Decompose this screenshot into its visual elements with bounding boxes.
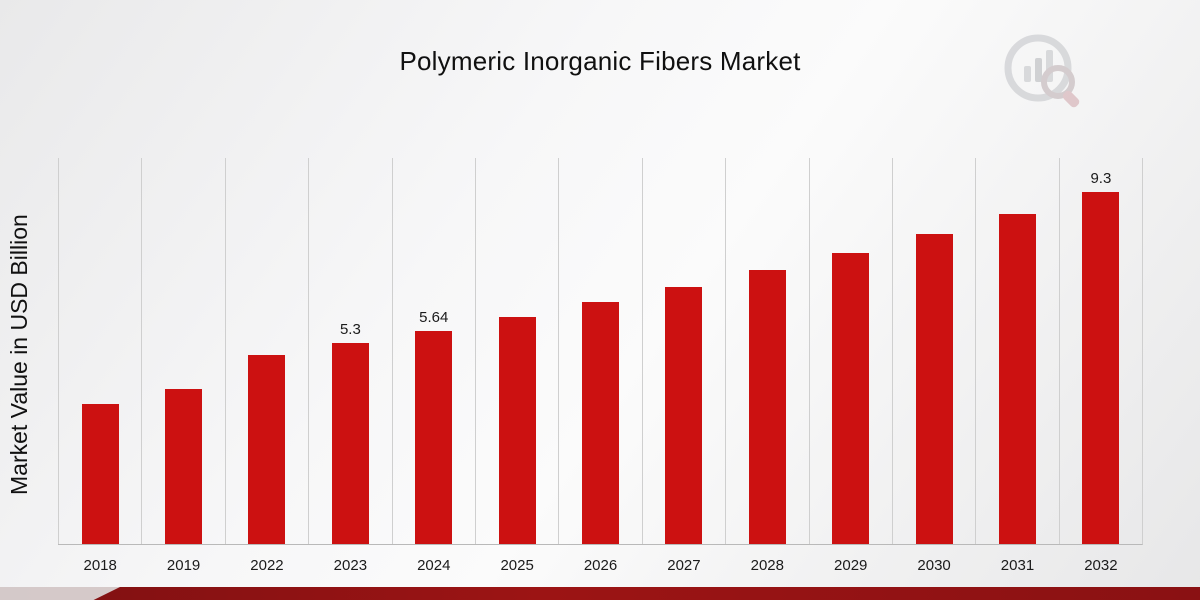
bar-value-label: 9.3 — [1090, 170, 1112, 188]
x-tick-label: 2032 — [1084, 557, 1118, 574]
bar-2030 — [915, 234, 953, 544]
footer-accent-strip — [0, 587, 1200, 600]
grid-column-2027: 2027 — [641, 158, 725, 574]
bar-2025 — [498, 316, 536, 544]
bar-2019 — [165, 388, 203, 544]
grid-column-2025: 2025 — [474, 158, 558, 574]
grid-column-2029: 2029 — [808, 158, 892, 574]
bar-value-label: 5.64 — [419, 308, 449, 326]
y-axis-label: Market Value in USD Billion — [6, 214, 32, 496]
x-tick-label: 2028 — [750, 557, 784, 574]
x-tick-label: 2025 — [500, 557, 534, 574]
grid-column-2024: 5.64 2024 — [391, 158, 475, 574]
x-tick-label: 2022 — [250, 557, 284, 574]
grid-column-2030: 2030 — [891, 158, 975, 574]
bar-value-label: 5.3 — [339, 321, 361, 339]
x-tick-label: 2029 — [834, 557, 868, 574]
bar-2029 — [832, 252, 870, 544]
x-tick-label: 2024 — [417, 557, 451, 574]
x-tick-label: 2030 — [917, 557, 951, 574]
x-tick-label: 2018 — [83, 557, 117, 574]
x-tick-label: 2026 — [583, 557, 618, 574]
grid-column-2018: 2018 — [58, 158, 141, 574]
bar-2032 — [1082, 192, 1120, 544]
x-tick-label: 2027 — [667, 557, 701, 574]
grid-column-2032: 9.3 2032 — [1058, 158, 1142, 574]
bar-2031 — [998, 214, 1036, 544]
x-tick-label: 2019 — [166, 557, 201, 574]
chart-title: Polymeric Inorganic Fibers Market — [399, 46, 801, 76]
bar-2027 — [665, 286, 703, 544]
grid-column-2028: 2028 — [725, 158, 808, 574]
bar-2026 — [582, 302, 620, 544]
grid-column-2022: 2022 — [224, 158, 308, 574]
bar-2028 — [748, 270, 786, 544]
bar-2024 — [415, 330, 453, 544]
bar-chart-plot-area: 2018 2019 2022 5.3 2023 5.64 2024 2025 2026 2027 2… — [58, 158, 1143, 574]
bar-2023 — [331, 343, 369, 544]
grid-column-2026: 2026 — [558, 158, 641, 574]
x-tick-label: 2023 — [333, 557, 368, 574]
grid-column-2019: 2019 — [141, 158, 224, 574]
bar-2022 — [248, 354, 286, 544]
bar-2018 — [81, 403, 119, 544]
grid-column-2023: 5.3 2023 — [308, 158, 391, 574]
market-research-logo-icon — [1004, 34, 1080, 108]
x-tick-label: 2031 — [1000, 557, 1035, 574]
grid-column-2031: 2031 — [975, 158, 1058, 574]
